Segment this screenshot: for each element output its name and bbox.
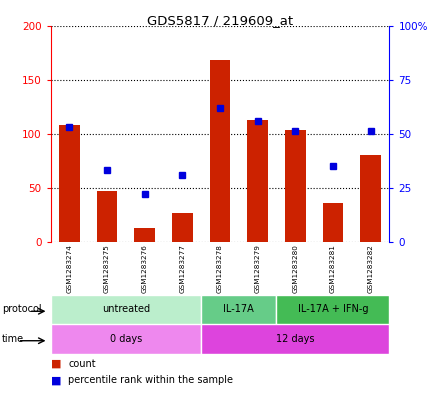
- Text: GDS5817 / 219609_at: GDS5817 / 219609_at: [147, 14, 293, 27]
- Bar: [51, 324, 201, 354]
- Text: IL-17A: IL-17A: [224, 305, 254, 314]
- Text: GSM1283282: GSM1283282: [367, 244, 374, 293]
- Bar: [209, 60, 231, 242]
- Text: count: count: [68, 358, 96, 369]
- Text: GSM1283279: GSM1283279: [255, 244, 260, 293]
- Bar: [285, 130, 306, 242]
- Text: percentile rank within the sample: percentile rank within the sample: [68, 375, 233, 386]
- Bar: [51, 295, 201, 324]
- Bar: [247, 119, 268, 242]
- Text: GSM1283276: GSM1283276: [142, 244, 148, 293]
- Bar: [360, 155, 381, 242]
- Bar: [134, 228, 155, 242]
- Text: GSM1283275: GSM1283275: [104, 244, 110, 293]
- Text: time: time: [2, 334, 24, 344]
- Bar: [201, 295, 276, 324]
- Text: untreated: untreated: [102, 305, 150, 314]
- Bar: [276, 295, 389, 324]
- Bar: [172, 213, 193, 242]
- Text: 0 days: 0 days: [110, 334, 142, 344]
- Text: ■: ■: [51, 375, 61, 386]
- Text: IL-17A + IFN-g: IL-17A + IFN-g: [298, 305, 368, 314]
- Text: GSM1283278: GSM1283278: [217, 244, 223, 293]
- Text: protocol: protocol: [2, 305, 42, 314]
- Text: GSM1283274: GSM1283274: [66, 244, 73, 293]
- Text: 12 days: 12 days: [276, 334, 315, 344]
- Text: GSM1283281: GSM1283281: [330, 244, 336, 293]
- Text: ■: ■: [51, 358, 61, 369]
- Text: GSM1283280: GSM1283280: [292, 244, 298, 293]
- Bar: [59, 125, 80, 242]
- Bar: [201, 324, 389, 354]
- Text: GSM1283277: GSM1283277: [180, 244, 185, 293]
- Bar: [97, 191, 117, 242]
- Bar: [323, 203, 343, 242]
